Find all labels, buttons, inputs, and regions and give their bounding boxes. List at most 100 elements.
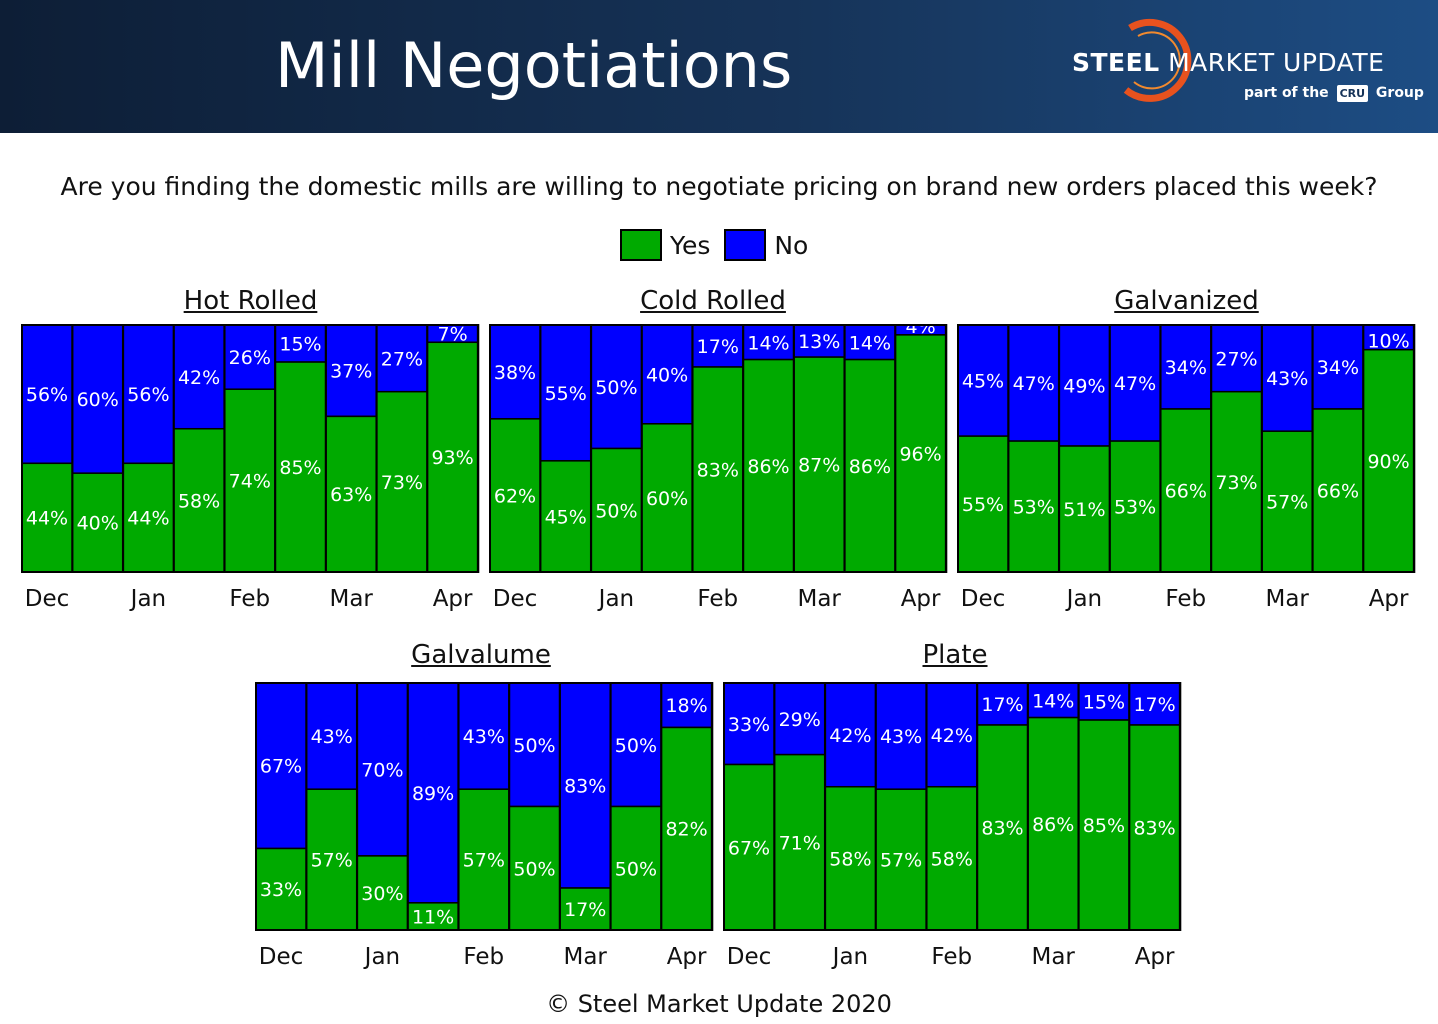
galvanized-label-yes-8: 90% (1367, 451, 1409, 473)
galvalume-bar-no-1 (305, 682, 358, 790)
galvalume-bar-yes-5 (508, 805, 561, 931)
hot-rolled-x-tick-mar: Mar (329, 586, 373, 612)
hot-rolled-bar-yes-2 (122, 462, 175, 573)
page-title: Mill Negotiations (275, 29, 793, 102)
galvalume-x-tick-mar: Mar (563, 944, 607, 970)
plate-label-yes-6: 86% (1032, 814, 1074, 836)
cold-rolled-bar-no-6 (793, 324, 845, 358)
header-banner: Mill Negotiations STEEL MARKET UPDATE pa… (0, 0, 1438, 133)
logo-sub-suffix: Group (1375, 85, 1424, 101)
cold-rolled-bar-no-1 (539, 324, 592, 462)
galvanized-x-tick-jan: Jan (1065, 586, 1102, 612)
galvanized-bar-yes-4 (1160, 408, 1212, 573)
hot-rolled-bar-yes-0 (21, 462, 73, 573)
legend-item-no: No (724, 229, 808, 261)
galvanized-x-tick-apr: Apr (1369, 586, 1409, 612)
plate-label-no-2: 42% (829, 725, 871, 747)
galvalume-label-yes-6: 17% (564, 899, 606, 921)
plate-label-no-0: 33% (728, 714, 770, 736)
plate-label-yes-0: 67% (728, 837, 770, 859)
plate-bar-no-3 (875, 682, 927, 790)
chart-galvalume: 33% 67% 57% 43% 30% 70% 11% 89% 57% 43% 50% 50% 17% 8… (255, 682, 714, 970)
galvanized-label-no-3: 47% (1114, 373, 1156, 395)
legend-label-no: No (774, 230, 809, 260)
chart-title-cold-rolled: Cold Rolled (640, 286, 786, 316)
cold-rolled-bar-yes-8 (894, 334, 947, 573)
plate-label-no-7: 15% (1083, 692, 1125, 714)
galvalume-label-yes-3: 11% (412, 906, 454, 928)
plate-label-yes-2: 58% (829, 848, 871, 870)
cold-rolled-label-yes-8: 96% (899, 443, 941, 465)
cold-rolled-plot-frame (489, 324, 948, 573)
chart-cold-rolled: 62% 38% 45% 55% 50% 50% 60% 40% 83% 17% 86% 14% 87% 1… (489, 316, 948, 612)
hot-rolled-label-yes-7: 73% (381, 472, 423, 494)
legend-swatch-yes (620, 229, 662, 261)
galvalume-label-yes-8: 82% (665, 819, 707, 841)
plate-label-no-3: 43% (880, 726, 922, 748)
hot-rolled-label-no-6: 37% (330, 361, 372, 383)
galvalume-label-yes-1: 57% (311, 850, 353, 872)
galvalume-bar-yes-2 (356, 855, 409, 931)
galvanized-x-tick-mar: Mar (1265, 586, 1309, 612)
cold-rolled-x-tick-jan: Jan (597, 586, 634, 612)
galvanized-x-tick-dec: Dec (961, 586, 1006, 612)
hot-rolled-bar-yes-7 (376, 390, 428, 573)
galvanized-label-no-2: 49% (1063, 376, 1105, 398)
cru-badge: CRU (1336, 85, 1369, 102)
hot-rolled-bar-yes-6 (325, 415, 377, 573)
cold-rolled-bar-yes-1 (539, 460, 592, 573)
galvanized-bar-yes-3 (1109, 440, 1161, 573)
galvalume-label-yes-0: 33% (260, 879, 302, 901)
plate-bar-yes-8 (1128, 724, 1181, 931)
logo-brand-rest: MARKET UPDATE (1159, 48, 1385, 77)
plate-x-tick-jan: Jan (831, 944, 868, 970)
galvalume-label-yes-4: 57% (463, 850, 505, 872)
plate-label-no-4: 42% (931, 725, 973, 747)
plate-bar-no-1 (773, 682, 826, 756)
galvalume-label-no-0: 67% (260, 756, 302, 778)
galvanized-label-yes-1: 53% (1013, 497, 1055, 519)
galvanized-label-no-7: 34% (1317, 357, 1359, 379)
galvalume-plot-frame (255, 682, 714, 931)
hot-rolled-x-tick-jan: Jan (129, 586, 166, 612)
logo-tagline: part of the CRU Group (1244, 85, 1424, 102)
hot-rolled-label-no-7: 27% (381, 348, 423, 370)
galvalume-bar-yes-6 (559, 887, 611, 931)
hot-rolled-label-yes-5: 85% (279, 457, 321, 479)
logo-sub-prefix: part of the (1244, 85, 1329, 101)
galvalume-bar-no-6 (559, 682, 611, 889)
cold-rolled-label-no-6: 13% (798, 331, 840, 353)
galvanized-label-yes-4: 66% (1165, 480, 1207, 502)
hot-rolled-label-yes-8: 93% (431, 447, 473, 469)
plate-label-yes-3: 57% (880, 850, 922, 872)
plate-bar-yes-5 (976, 724, 1029, 931)
galvanized-label-yes-7: 66% (1317, 480, 1359, 502)
hot-rolled-label-no-5: 15% (279, 334, 321, 356)
hot-rolled-label-yes-6: 63% (330, 484, 372, 506)
galvalume-label-yes-5: 50% (513, 858, 555, 880)
hot-rolled-label-yes-2: 44% (127, 508, 169, 530)
logo-wordmark: STEEL MARKET UPDATE (1072, 48, 1384, 77)
steel-market-update-logo: STEEL MARKET UPDATE part of the CRU Grou… (1068, 14, 1424, 114)
cold-rolled-bar-yes-5 (742, 358, 795, 573)
legend-label-yes: Yes (670, 230, 711, 260)
galvanized-bar-yes-1 (1007, 440, 1060, 573)
plate-label-no-1: 29% (779, 709, 821, 731)
galvanized-label-no-4: 34% (1165, 357, 1207, 379)
cold-rolled-x-tick-mar: Mar (797, 586, 841, 612)
hot-rolled-bar-yes-5 (274, 361, 327, 573)
logo-brand-bold: STEEL (1072, 48, 1160, 77)
galvalume-label-no-6: 83% (564, 776, 606, 798)
cold-rolled-label-no-7: 14% (849, 332, 891, 354)
chart-plate: 67% 33% 71% 29% 58% 42% 57% 43% 58% 42% 83% 17% 86% 1… (723, 682, 1182, 970)
cold-rolled-bar-no-7 (844, 324, 896, 361)
hot-rolled-label-no-3: 42% (178, 367, 220, 389)
plate-label-no-5: 17% (981, 694, 1023, 716)
cold-rolled-label-no-5: 14% (747, 332, 789, 354)
galvalume-bar-no-4 (458, 682, 510, 790)
hot-rolled-label-no-0: 56% (26, 384, 68, 406)
galvanized-label-no-5: 27% (1215, 348, 1257, 370)
galvalume-bar-yes-4 (458, 788, 510, 931)
plate-label-yes-7: 85% (1083, 815, 1125, 837)
galvanized-bar-yes-5 (1210, 390, 1263, 573)
